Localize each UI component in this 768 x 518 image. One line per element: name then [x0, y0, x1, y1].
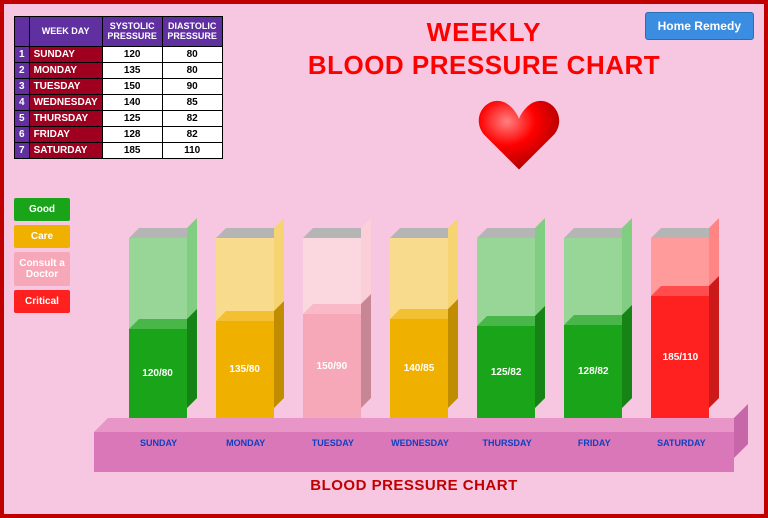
row-day: WEDNESDAY	[29, 94, 102, 110]
row-systolic: 125	[102, 110, 162, 126]
bar-inner-side	[361, 294, 371, 408]
row-systolic: 140	[102, 94, 162, 110]
page-title: WEEKLY BLOOD PRESSURE CHART	[304, 16, 664, 81]
row-day: THURSDAY	[29, 110, 102, 126]
bar-xlabel: MONDAY	[206, 438, 286, 448]
bp-table: WEEK DAY SYSTOLIC PRESSURE DIASTOLIC PRE…	[14, 16, 223, 159]
plinth-side	[734, 404, 748, 458]
bar-inner-front: 135/80	[216, 321, 274, 418]
legend-item: Consult a Doctor	[14, 252, 70, 286]
row-number: 2	[15, 62, 30, 78]
bar: 185/110SATURDAY	[651, 238, 709, 418]
bars-container: 120/80SUNDAY 135/80MONDAY 150/90TUESDAY 140…	[114, 218, 724, 418]
bar: 150/90TUESDAY	[303, 238, 361, 418]
bar-inner-side	[448, 299, 458, 408]
row-number: 7	[15, 142, 30, 158]
bar: 125/82THURSDAY	[477, 238, 535, 418]
bar: 140/85WEDNESDAY	[390, 238, 448, 418]
row-day: TUESDAY	[29, 78, 102, 94]
table-row: 2MONDAY13580	[15, 62, 223, 78]
row-systolic: 128	[102, 126, 162, 142]
title-line2: BLOOD PRESSURE CHART	[304, 49, 664, 82]
table-header-row: WEEK DAY SYSTOLIC PRESSURE DIASTOLIC PRE…	[15, 17, 223, 47]
table-row: 1SUNDAY12080	[15, 46, 223, 62]
bar: 128/82FRIDAY	[564, 238, 622, 418]
row-day: SATURDAY	[29, 142, 102, 158]
bar-xlabel: FRIDAY	[554, 438, 634, 448]
row-day: FRIDAY	[29, 126, 102, 142]
bar-xlabel: TUESDAY	[293, 438, 373, 448]
table-row: 7SATURDAY185110	[15, 142, 223, 158]
bar-inner-side	[535, 306, 545, 408]
row-diastolic: 110	[162, 142, 222, 158]
row-diastolic: 82	[162, 126, 222, 142]
bar-inner-front: 125/82	[477, 326, 535, 418]
title-line1: WEEKLY	[304, 16, 664, 49]
row-diastolic: 80	[162, 46, 222, 62]
row-number: 3	[15, 78, 30, 94]
row-number: 6	[15, 126, 30, 142]
legend-item: Care	[14, 225, 70, 248]
row-diastolic: 90	[162, 78, 222, 94]
chart-area: 120/80SUNDAY135/80MONDAY150/90TUESDAY140…	[94, 202, 754, 502]
row-number: 1	[15, 46, 30, 62]
bar-xlabel: SUNDAY	[119, 438, 199, 448]
bar-xlabel: SATURDAY	[641, 438, 721, 448]
row-systolic: 150	[102, 78, 162, 94]
th-weekday: WEEK DAY	[29, 17, 102, 47]
bar-inner-front: 120/80	[129, 329, 187, 418]
th-systolic: SYSTOLIC PRESSURE	[102, 17, 162, 47]
app-frame: Home Remedy WEEKLY BLOOD PRESSURE CHART …	[0, 0, 768, 518]
bar-xlabel: THURSDAY	[467, 438, 547, 448]
table-row: 3TUESDAY15090	[15, 78, 223, 94]
plinth-top	[94, 418, 748, 432]
row-systolic: 185	[102, 142, 162, 158]
row-diastolic: 82	[162, 110, 222, 126]
row-number: 4	[15, 94, 30, 110]
heart-icon	[474, 94, 564, 174]
legend: Good Care Consult a Doctor Critical	[14, 198, 70, 317]
th-blank	[15, 17, 30, 47]
bar-inner-front: 140/85	[390, 319, 448, 418]
chart-title: BLOOD PRESSURE CHART	[94, 477, 734, 494]
row-diastolic: 85	[162, 94, 222, 110]
bar-inner-side	[187, 309, 197, 408]
bar: 135/80MONDAY	[216, 238, 274, 418]
bar-inner-front: 150/90	[303, 314, 361, 418]
table-row: 6FRIDAY12882	[15, 126, 223, 142]
bar: 120/80SUNDAY	[129, 238, 187, 418]
row-day: SUNDAY	[29, 46, 102, 62]
bar-inner-side	[622, 305, 632, 408]
bar-inner-side	[709, 276, 719, 408]
bar-inner-front: 185/110	[651, 296, 709, 418]
row-diastolic: 80	[162, 62, 222, 78]
legend-item: Critical	[14, 290, 70, 313]
bar-inner-front: 128/82	[564, 325, 622, 418]
row-systolic: 120	[102, 46, 162, 62]
table-row: 4WEDNESDAY14085	[15, 94, 223, 110]
row-day: MONDAY	[29, 62, 102, 78]
legend-item: Good	[14, 198, 70, 221]
bar-inner-side	[274, 301, 284, 408]
th-diastolic: DIASTOLIC PRESSURE	[162, 17, 222, 47]
row-number: 5	[15, 110, 30, 126]
table-row: 5THURSDAY12582	[15, 110, 223, 126]
bar-xlabel: WEDNESDAY	[380, 438, 460, 448]
row-systolic: 135	[102, 62, 162, 78]
